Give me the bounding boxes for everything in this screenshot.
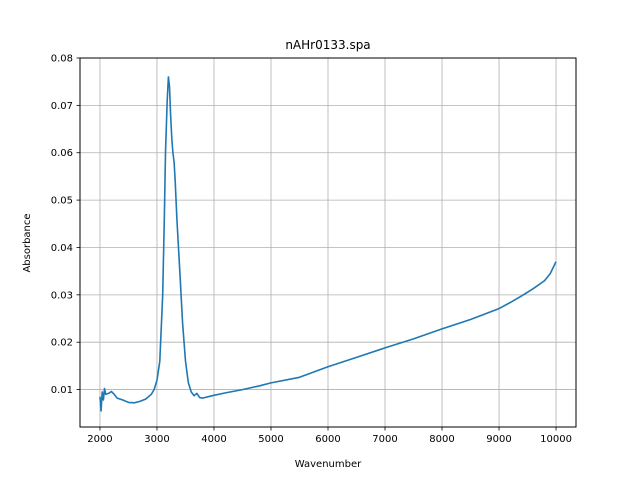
x-tick-label: 2000 bbox=[87, 434, 112, 445]
x-tick-label: 9000 bbox=[486, 434, 511, 445]
y-tick-label: 0.03 bbox=[51, 290, 73, 301]
series-layer bbox=[99, 76, 557, 412]
x-tick-label: 3000 bbox=[144, 434, 169, 445]
chart-title: nAHr0133.spa bbox=[285, 38, 370, 52]
x-tick-label: 4000 bbox=[201, 434, 226, 445]
y-tick-label: 0.05 bbox=[51, 196, 73, 207]
x-tick-label: 10000 bbox=[540, 434, 572, 445]
x-tick-label: 8000 bbox=[429, 434, 454, 445]
y-axis-ticks: 0.01 0.02 0.03 0.04 0.05 0.06 0.07 0.08 bbox=[51, 54, 80, 396]
y-tick-label: 0.07 bbox=[51, 101, 73, 112]
y-axis-title: Absorbance bbox=[22, 213, 33, 272]
y-tick-label: 0.04 bbox=[51, 243, 73, 254]
series-line bbox=[99, 76, 557, 412]
grid-lines bbox=[80, 57, 576, 427]
x-tick-label: 5000 bbox=[258, 434, 283, 445]
x-tick-label: 7000 bbox=[372, 434, 397, 445]
x-axis-title: Wavenumber bbox=[295, 459, 362, 470]
y-tick-label: 0.01 bbox=[51, 385, 73, 396]
y-tick-label: 0.06 bbox=[51, 148, 73, 159]
y-tick-label: 0.02 bbox=[51, 338, 73, 349]
y-tick-label: 0.08 bbox=[51, 54, 73, 65]
x-tick-label: 6000 bbox=[315, 434, 340, 445]
x-axis-ticks: 2000 3000 4000 5000 6000 7000 8000 9000 10000 bbox=[87, 427, 572, 445]
